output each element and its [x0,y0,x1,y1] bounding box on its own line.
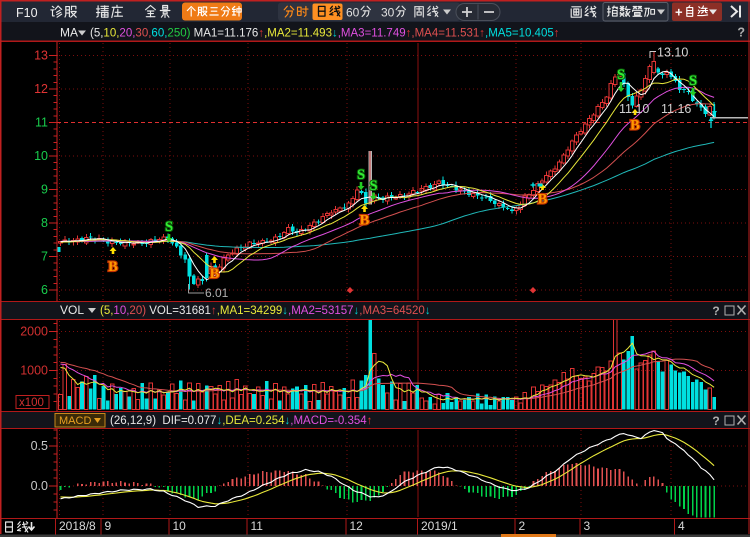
svg-text:B: B [108,259,118,275]
svg-text:3: 3 [584,519,591,533]
svg-text:9: 9 [105,519,112,533]
svg-text:12: 12 [350,519,364,533]
svg-text:7: 7 [41,250,48,264]
svg-text:(5,10,20) VOL=31681↑,MA1=34299: (5,10,20) VOL=31681↑,MA1=34299↓,MA2=5315… [100,305,431,317]
svg-text:6.01: 6.01 [205,286,229,300]
svg-text:6: 6 [41,283,48,297]
svg-text:S: S [369,178,377,194]
svg-text:2: 2 [519,519,526,533]
svg-text:2000: 2000 [20,325,48,339]
svg-text:10: 10 [173,519,187,533]
svg-text:13: 13 [34,49,48,63]
svg-text:?: ? [737,26,745,40]
svg-text:4: 4 [678,519,685,533]
svg-text:30: 30 [381,6,395,20]
svg-text:8: 8 [41,216,48,230]
svg-text:?: ? [712,304,719,318]
svg-text:S: S [357,167,365,183]
svg-text:VOL: VOL [60,303,84,317]
svg-text:S: S [617,67,625,83]
svg-text:11: 11 [251,519,264,533]
svg-text:12: 12 [34,82,48,96]
svg-text:1000: 1000 [20,364,48,378]
svg-text:11.16: 11.16 [661,102,691,116]
svg-text:B: B [538,192,548,208]
svg-text:(5,10,20,30,60,250) MA1=11.176: (5,10,20,30,60,250) MA1=11.176↑,MA2=11.4… [90,28,560,40]
svg-text:2018/8: 2018/8 [59,519,96,533]
svg-text:x100: x100 [19,397,44,409]
svg-text:+: + [675,5,683,20]
svg-text:11.10: 11.10 [619,102,649,116]
svg-text:13.10: 13.10 [657,46,688,60]
svg-text:F10: F10 [16,6,38,20]
svg-text:0.5: 0.5 [31,439,48,453]
svg-text:B: B [210,266,220,282]
svg-text:?: ? [712,414,719,428]
svg-text:60: 60 [346,6,360,20]
svg-text:9: 9 [41,183,48,197]
svg-text:S: S [689,73,697,89]
svg-text:MACD: MACD [59,415,91,427]
svg-text:B: B [360,213,370,229]
svg-text:B: B [630,118,640,134]
svg-text:11: 11 [35,116,48,130]
svg-text:S: S [165,219,173,235]
svg-text:0.0: 0.0 [31,479,48,493]
svg-text:MA: MA [60,26,78,40]
svg-text:2019/1: 2019/1 [421,519,458,533]
svg-text:(26,12,9) DIF=0.077↓,DEA=0.25: (26,12,9) DIF=0.077↓,DEA=0.254↓,MACD=-0.… [110,415,372,427]
svg-text:10: 10 [34,149,48,163]
